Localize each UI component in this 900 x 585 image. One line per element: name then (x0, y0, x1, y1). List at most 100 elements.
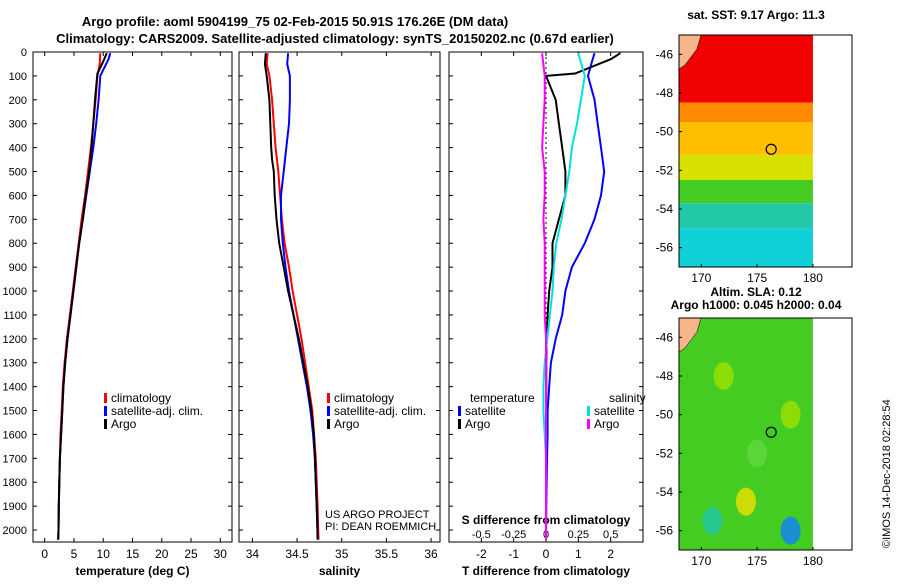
x-tick-label: 0 (543, 547, 550, 561)
argo-position-marker (765, 426, 777, 438)
map-frame (678, 34, 853, 268)
legend-swatch (587, 406, 590, 416)
sst-band (679, 154, 813, 180)
x-axis-label: salinity (319, 564, 361, 578)
series-line-salinity_argo (541, 53, 547, 540)
depth-tick-label: 1500 (3, 406, 27, 418)
map-y-tick-label: -50 (656, 408, 674, 422)
legend-swatch (327, 419, 330, 429)
top-x-tick-label: 0.5 (603, 529, 618, 541)
map-y-tick-label: -48 (656, 86, 674, 100)
x-tick-label: 36 (424, 547, 438, 561)
salinity-panel: 34 34.5 35 35.5 36 salinity climatologysatelli… (238, 51, 441, 578)
depth-tick-label: 600 (9, 190, 27, 202)
depth-tick-label: 300 (9, 119, 27, 131)
sst-band (679, 228, 813, 267)
x-tick-label: 2 (607, 547, 614, 561)
depth-tick-label: 200 (9, 95, 27, 107)
map-y-tick-label: -46 (656, 330, 674, 344)
depth-tick-label: 1100 (3, 310, 27, 322)
map-y-tick-label: -46 (656, 47, 674, 61)
top-x-tick-label: -0.25 (501, 529, 526, 541)
map-x-tick-label: 180 (803, 554, 823, 568)
project-label: US ARGO PROJECT (325, 509, 430, 521)
x-tick-label: 34.5 (285, 547, 309, 561)
legend-swatch (327, 406, 330, 416)
legend-title-salinity: salinity (609, 391, 646, 405)
map-title: sat. SST: 9.17 Argo: 11.3 (687, 8, 825, 22)
legend-label: Argo (334, 417, 360, 431)
map-x-tick-label: 175 (747, 554, 767, 568)
depth-tick-label: 1000 (3, 286, 27, 298)
depth-axis: 0 100 200 300 400 500 600 700 800 900 1000 1100 1200… (3, 47, 27, 537)
legend-label: Argo (111, 417, 137, 431)
depth-tick-label: 2000 (3, 525, 27, 537)
depth-tick-label: 0 (21, 47, 27, 59)
depth-tick-label: 1700 (3, 453, 27, 465)
depth-tick-label: 1300 (3, 358, 27, 370)
x-tick-label: 10 (97, 547, 111, 561)
depth-tick-label: 800 (9, 238, 27, 250)
map-y-tick-label: -52 (656, 446, 674, 460)
imos-stamp: ©IMOS 14-Dec-2018 02:28:54 (881, 399, 893, 548)
map-y-tick-label: -52 (656, 163, 674, 177)
legend-label: climatology (111, 391, 171, 405)
legend-label: climatology (334, 391, 394, 405)
difference-panel: -2 -1 0 1 2 T difference from climatology -0.5… (448, 51, 646, 578)
map-x-tick-label: 170 (691, 271, 711, 285)
map-y-tick-label: -56 (656, 524, 674, 538)
sst-band (679, 35, 813, 103)
x-tick-label: -2 (476, 547, 487, 561)
legend-swatch (104, 393, 107, 403)
legend-label: Argo (465, 417, 491, 431)
x-axis-label: T difference from climatology (462, 564, 630, 578)
sst-band (679, 180, 813, 204)
legend-title-temperature: temperature (470, 391, 535, 405)
sla-anomaly (780, 516, 801, 545)
legend-label: Argo (594, 417, 620, 431)
x-tick-label: 30 (214, 547, 228, 561)
legend-label: satellite (594, 404, 635, 418)
x-tick-label: 34 (246, 547, 260, 561)
sla-anomaly (780, 400, 801, 429)
legend-swatch (327, 393, 330, 403)
legend-swatch (587, 419, 590, 429)
header-line2: Climatology: CARS2009. Satellite-adjuste… (56, 31, 614, 46)
depth-tick-label: 1200 (3, 334, 27, 346)
top-x-tick-label: 0.25 (568, 529, 589, 541)
legend-swatch (458, 406, 461, 416)
depth-tick-label: 1600 (3, 429, 27, 441)
map-y-tick-label: -54 (656, 485, 674, 499)
series-line-satellite (545, 52, 606, 540)
sst-band (679, 203, 813, 229)
legend-swatch (104, 419, 107, 429)
pi-label: PI: DEAN ROEMMICH (325, 521, 436, 533)
legend-label: satellite-adj. clim. (334, 404, 426, 418)
depth-tick-label: 1900 (3, 501, 27, 513)
map-y-tick-label: -54 (656, 202, 674, 216)
plot-frame (32, 51, 233, 543)
x-tick-label: 35.5 (375, 547, 399, 561)
map-x-tick-label: 170 (691, 554, 711, 568)
sla-anomaly (747, 439, 768, 468)
map-title: Argo h1000: 0.045 h2000: 0.04 (671, 298, 842, 312)
sla-anomaly (702, 507, 723, 535)
map-y-tick-label: -48 (656, 369, 674, 383)
x-tick-label: 15 (126, 547, 140, 561)
sst-band (679, 102, 813, 122)
x-tick-label: 35 (335, 547, 349, 561)
legend-label: satellite (465, 404, 506, 418)
map-y-tick-label: -50 (656, 125, 674, 139)
x-tick-label: 25 (184, 547, 198, 561)
depth-tick-label: 900 (9, 262, 27, 274)
map-x-tick-label: 180 (803, 271, 823, 285)
temperature-panel: 0 5 10 15 20 25 30 temperature (deg C) climatolo… (32, 51, 233, 578)
legend-swatch (104, 406, 107, 416)
map-y-tick-label: -56 (656, 241, 674, 255)
map-frame (678, 317, 853, 551)
map-x-tick-label: 175 (747, 271, 767, 285)
sst-band (679, 122, 813, 155)
sla-anomaly (735, 487, 756, 516)
header-line1: Argo profile: aoml 5904199_75 02-Feb-201… (82, 14, 508, 29)
